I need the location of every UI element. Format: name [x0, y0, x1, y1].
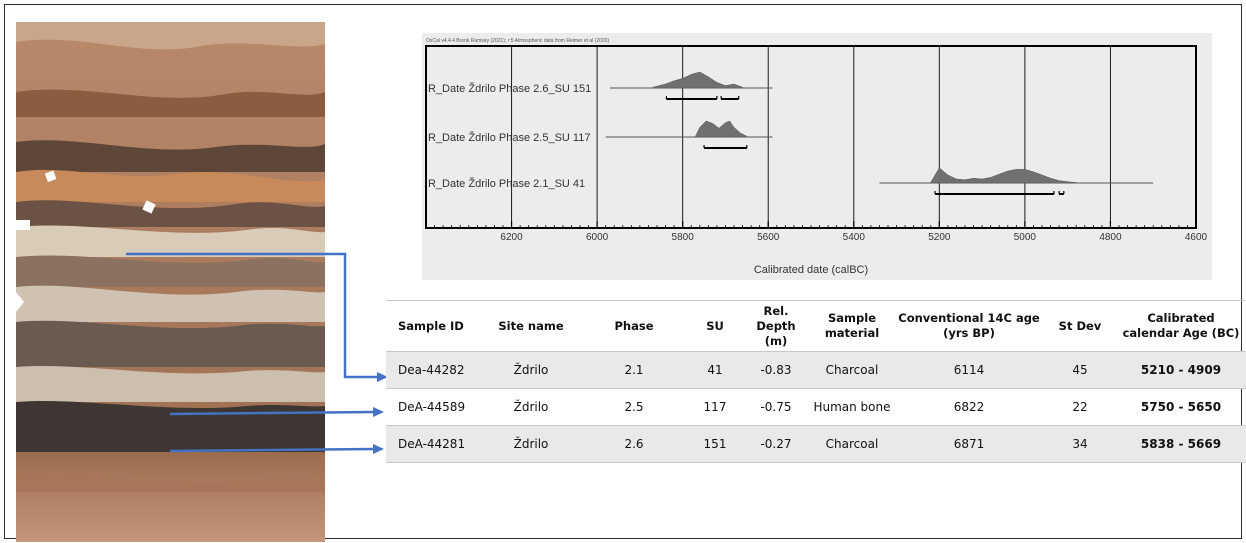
- cell-sample-id: Dea-44282: [398, 363, 465, 377]
- cell-phase: 2.5: [624, 400, 644, 414]
- radiocarbon-table: Sample ID Site name Phase SU Rel. Depth …: [386, 300, 1246, 463]
- cell-depth: -0.83: [760, 363, 792, 377]
- cell-su: 41: [707, 363, 723, 377]
- col-header: Conventional 14C age (yrs BP): [898, 311, 1040, 340]
- cell-c14-age: 6822: [953, 400, 985, 414]
- cell-calibrated-age: 5838 - 5669: [1140, 437, 1222, 451]
- cell-sample-id: DeA-44281: [398, 437, 466, 451]
- series-2: R_Date Ždrilo Phase 2.5_SU 117: [428, 120, 773, 149]
- tick-label: 5800: [672, 232, 695, 243]
- tick-label: 4600: [1185, 232, 1208, 243]
- chart-header: OxCal v4.4.4 Bronk Ramsey (2021); r:5 At…: [426, 38, 609, 44]
- series-label: R_Date Ždrilo Phase 2.6_SU 151: [428, 82, 591, 95]
- col-header: Calibrated calendar Age (BC): [1122, 311, 1240, 340]
- cell-site-name: Ždrilo: [513, 437, 549, 451]
- cell-calibrated-age: 5210 - 4909: [1140, 363, 1222, 377]
- chart-svg: OxCal v4.4.4 Bronk Ramsey (2021); r:5 At…: [425, 38, 1208, 276]
- col-header: SU: [706, 318, 724, 333]
- cell-c14-age: 6114: [953, 363, 985, 377]
- cell-site-name: Ždrilo: [513, 400, 549, 414]
- col-header: Phase: [614, 318, 654, 333]
- cell-st-dev: 45: [1072, 363, 1088, 377]
- posterior-density: [930, 167, 1077, 184]
- posterior-density: [652, 71, 743, 89]
- col-header: Site name: [498, 318, 564, 333]
- cell-depth: -0.27: [760, 437, 792, 451]
- table-header-row: Sample ID Site name Phase SU Rel. Depth …: [386, 300, 1246, 352]
- cell-material: Charcoal: [825, 437, 879, 451]
- tick-label: 5200: [928, 232, 951, 243]
- col-header: Sample ID: [398, 318, 464, 333]
- series-1: R_Date Ždrilo Phase 2.6_SU 151: [428, 71, 773, 100]
- cell-phase: 2.6: [624, 437, 644, 451]
- cell-site-name: Ždrilo: [513, 363, 549, 377]
- calibration-chart: OxCal v4.4.4 Bronk Ramsey (2021); r:5 At…: [422, 33, 1212, 280]
- tick-label: 6200: [500, 232, 523, 243]
- tick-label: 4800: [1099, 232, 1122, 243]
- tick-label: 5400: [843, 232, 866, 243]
- series-label: R_Date Ždrilo Phase 2.5_SU 117: [428, 131, 590, 144]
- tick-label: 5600: [757, 232, 780, 243]
- cell-calibrated-age: 5750 - 5650: [1140, 400, 1222, 414]
- cell-material: Human bone: [813, 400, 891, 414]
- x-axis-label: Calibrated date (calBC): [754, 264, 868, 276]
- col-header: St Dev: [1058, 318, 1102, 333]
- cell-su: 151: [703, 437, 727, 451]
- posterior-density: [695, 120, 748, 138]
- table-row: DeA-44589 Ždrilo 2.5 117 -0.75 Human bon…: [386, 388, 1246, 426]
- tick-label: 5000: [1014, 232, 1037, 243]
- cell-phase: 2.1: [624, 363, 644, 377]
- table-row: Dea-44282 Ždrilo 2.1 41 -0.83 Charcoal 6…: [386, 351, 1246, 389]
- cell-st-dev: 22: [1072, 400, 1088, 414]
- stratigraphy-photo: [16, 22, 325, 542]
- cell-su: 117: [703, 400, 727, 414]
- cell-material: Charcoal: [825, 363, 879, 377]
- col-header: Rel. Depth (m): [756, 303, 796, 348]
- col-header: Sample material: [824, 311, 880, 340]
- series-3: R_Date Ždrilo Phase 2.1_SU 41: [428, 167, 1154, 195]
- cell-sample-id: DeA-44589: [398, 400, 466, 414]
- series-label: R_Date Ždrilo Phase 2.1_SU 41: [428, 177, 585, 190]
- table-row: DeA-44281 Ždrilo 2.6 151 -0.27 Charcoal …: [386, 425, 1246, 463]
- cell-depth: -0.75: [760, 400, 792, 414]
- cell-st-dev: 34: [1072, 437, 1088, 451]
- tick-label: 6000: [586, 232, 609, 243]
- figure-frame: [4, 4, 1242, 539]
- cell-c14-age: 6871: [953, 437, 985, 451]
